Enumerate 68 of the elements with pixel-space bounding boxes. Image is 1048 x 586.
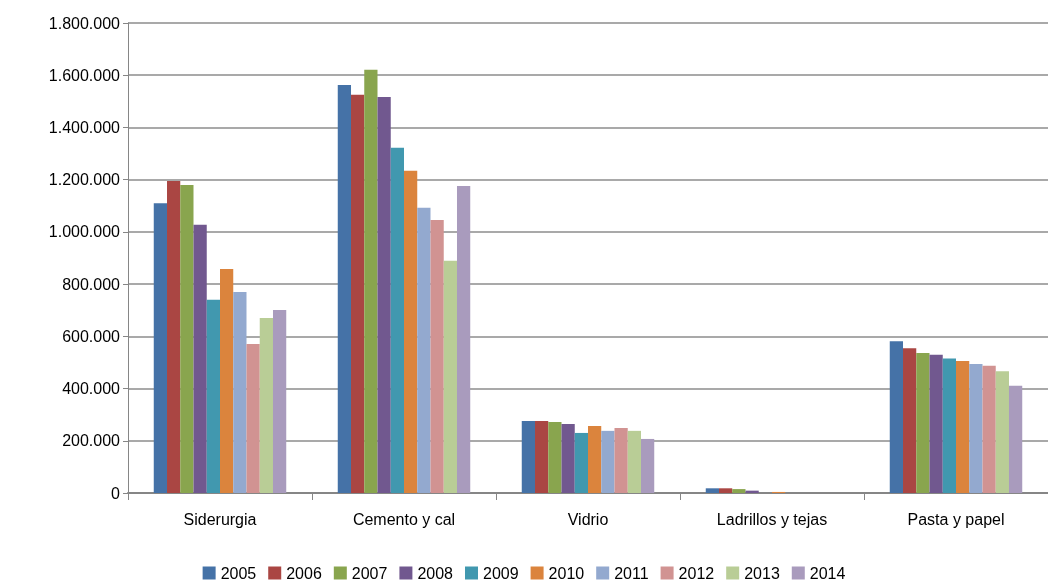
y-tick-label: 400.000 [62, 380, 121, 398]
bar [377, 96, 391, 493]
bar [956, 360, 970, 493]
bar [732, 489, 746, 493]
bar [206, 299, 220, 493]
bar [417, 207, 431, 493]
legend-label: 2005 [220, 564, 257, 582]
bar [430, 219, 444, 493]
bar [220, 268, 234, 493]
bar [521, 420, 536, 493]
bar [167, 180, 181, 493]
bar [627, 430, 641, 493]
bar [456, 185, 471, 493]
y-tick-label: 0 [111, 484, 121, 502]
y-tick-label: 1.200.000 [48, 171, 121, 189]
bar [337, 84, 352, 493]
bar [180, 184, 194, 493]
bar [390, 147, 404, 493]
x-tick-label: Cemento y cal [352, 510, 456, 528]
bar [889, 341, 904, 493]
bar [233, 291, 247, 493]
bar [1008, 385, 1023, 493]
bar [443, 260, 457, 493]
bar [246, 343, 260, 493]
y-tick-label: 1.000.000 [48, 223, 121, 241]
legend-label: 2013 [744, 564, 780, 582]
y-tick-label: 200.000 [62, 432, 121, 450]
legend-label: 2007 [351, 564, 388, 582]
bar [705, 488, 720, 493]
bar [561, 424, 575, 493]
x-tick-label: Siderurgia [183, 510, 257, 528]
bar [259, 318, 273, 493]
legend-label: 2008 [417, 564, 454, 582]
bar [942, 358, 956, 493]
bar [719, 488, 733, 493]
y-tick-label: 600.000 [62, 327, 121, 345]
bar [614, 427, 628, 493]
bar [574, 432, 588, 493]
bar [640, 438, 655, 493]
bar [982, 365, 996, 493]
bar [535, 420, 549, 493]
bar [548, 421, 562, 493]
bar [903, 348, 917, 493]
bar [351, 94, 365, 493]
legend-label: 2009 [483, 564, 519, 582]
y-tick-label: 800.000 [62, 275, 121, 293]
y-tick-label: 1.400.000 [48, 118, 121, 136]
bar [588, 425, 602, 493]
bar [929, 354, 943, 493]
y-tick-label: 1.600.000 [48, 66, 121, 84]
legend-label: 2010 [548, 564, 585, 582]
bar [193, 224, 207, 493]
bar [916, 353, 930, 493]
x-tick-label: Pasta y papel [907, 510, 1005, 528]
bar [364, 69, 378, 493]
legend-label: 2011 [614, 564, 649, 582]
x-tick-label: Vidrio [567, 510, 609, 528]
legend-label: 2006 [286, 564, 322, 582]
legend-label: 2014 [809, 564, 846, 582]
bar [601, 430, 615, 493]
bar [272, 309, 287, 493]
bar [404, 170, 418, 493]
bar [969, 364, 983, 493]
bar [995, 371, 1009, 493]
x-tick-label: Ladrillos y tejas [716, 510, 828, 528]
legend-label: 2012 [678, 564, 715, 582]
y-tick-label: 1.800.000 [48, 14, 121, 32]
bar [153, 203, 168, 493]
